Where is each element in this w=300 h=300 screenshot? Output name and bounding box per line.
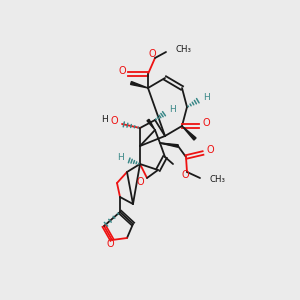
Text: H: H [118,152,124,161]
Text: O: O [206,145,214,155]
Text: CH₃: CH₃ [176,44,192,53]
Text: CH₃: CH₃ [210,176,226,184]
Text: O: O [202,118,210,128]
Text: O: O [110,116,118,126]
Polygon shape [182,126,196,140]
Text: O: O [148,49,156,59]
Polygon shape [130,82,148,88]
Text: O: O [118,66,126,76]
Polygon shape [160,143,178,147]
Text: O: O [136,177,144,187]
Polygon shape [147,119,155,130]
Text: H: H [102,115,108,124]
Text: H: H [169,106,176,115]
Text: H: H [202,92,209,101]
Text: O: O [181,170,189,180]
Text: O: O [106,239,114,249]
